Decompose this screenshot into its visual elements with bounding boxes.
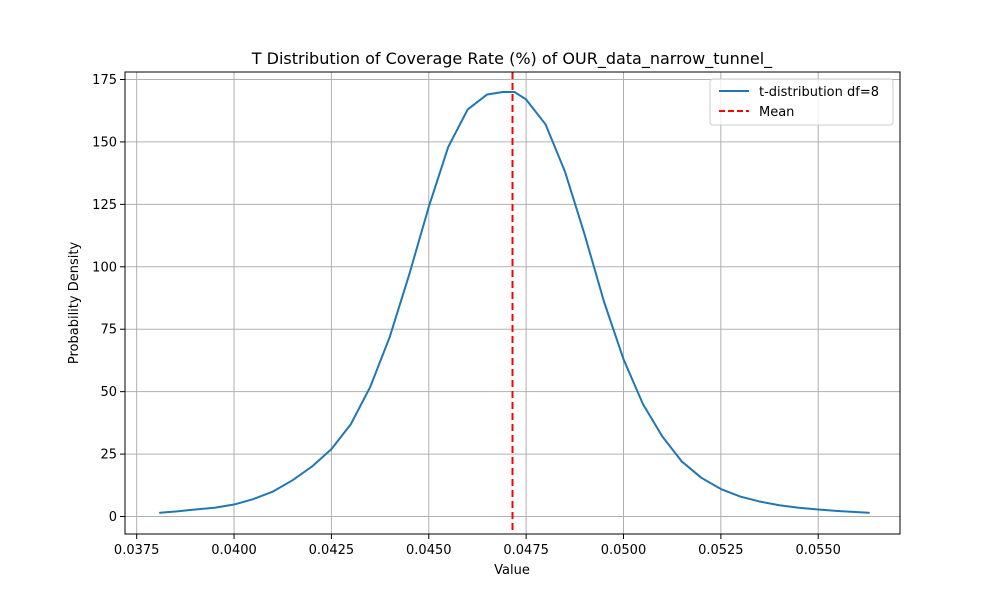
x-tick-label: 0.0450	[406, 543, 452, 558]
legend-box	[709, 78, 894, 126]
legend-label-t-distribution: t-distribution df=8	[759, 85, 879, 100]
y-tick-label: 0	[109, 510, 117, 525]
y-tick-label: 175	[92, 73, 117, 88]
y-tick-label: 150	[92, 135, 117, 150]
x-tick-label: 0.0400	[211, 543, 257, 558]
x-tick-label: 0.0375	[114, 543, 160, 558]
y-tick-label: 75	[100, 323, 117, 338]
x-tick-label: 0.0525	[698, 543, 744, 558]
x-tick-label: 0.0425	[309, 543, 355, 558]
x-tick-label: 0.0500	[601, 543, 647, 558]
y-tick-label: 100	[92, 260, 117, 275]
y-tick-label: 50	[100, 385, 117, 400]
x-axis-ticks: 0.0375 0.0400 0.0425 0.0450 0.0475 0.0500 0.05…	[114, 534, 841, 558]
plot-frame	[124, 71, 901, 535]
x-axis-label: Value	[494, 563, 530, 578]
x-tick-label: 0.0550	[795, 543, 841, 558]
chart-title: T Distribution of Coverage Rate (%) of O…	[251, 49, 773, 69]
x-tick-label: 0.0475	[503, 543, 549, 558]
y-tick-label: 125	[92, 198, 117, 213]
y-tick-label: 25	[100, 448, 117, 463]
y-axis-label: Probability Density	[67, 242, 82, 365]
legend-label-mean: Mean	[759, 105, 794, 120]
y-axis-ticks: 0 25 50 75 100 125 150 175	[92, 73, 125, 525]
legend: t-distribution df=8 Mean	[709, 78, 894, 126]
series-layer	[159, 90, 870, 514]
t-distribution-curve	[159, 90, 870, 514]
